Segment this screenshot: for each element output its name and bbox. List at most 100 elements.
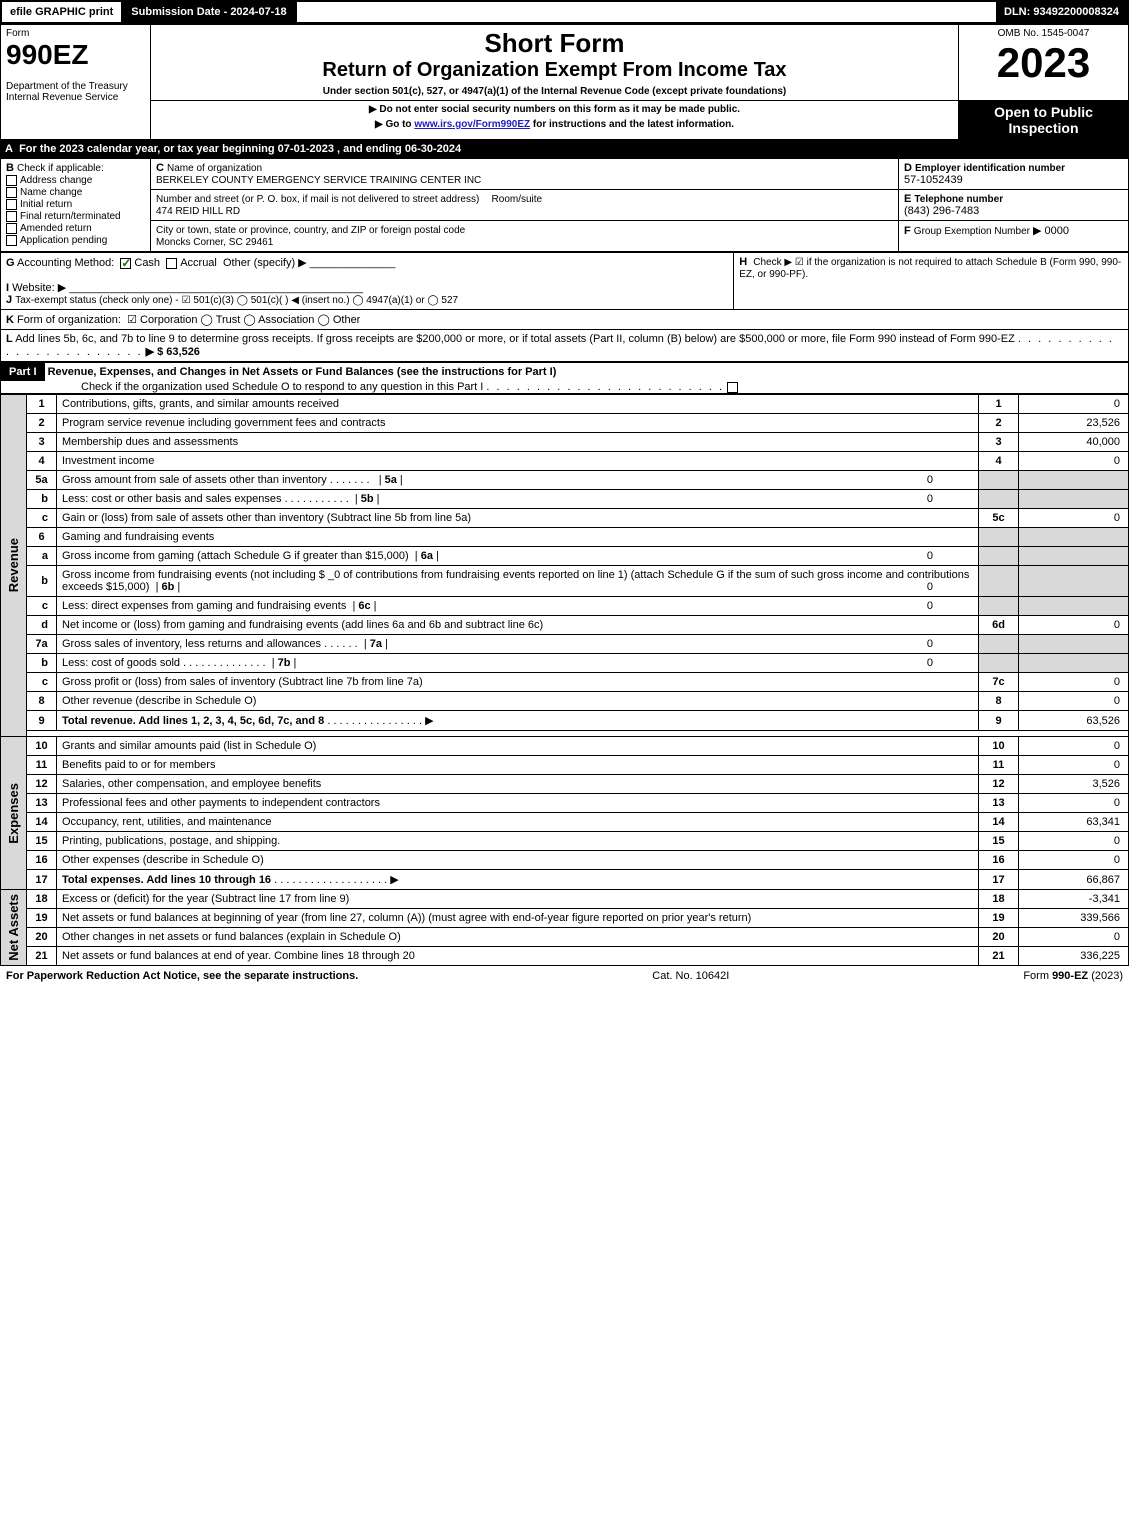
irs-label: Internal Revenue Service [6,92,145,103]
l-value: ▶ $ 63,526 [146,346,200,358]
checkbox-app-pending[interactable] [6,235,17,246]
form-number: 990EZ [6,39,145,71]
line-num: 1 [27,395,57,414]
opt-cash: Cash [134,257,160,269]
g-label: Accounting Method: [17,257,114,269]
submission-date-button[interactable]: Submission Date - 2024-07-18 [123,2,296,22]
line-21-value: 336,225 [1019,947,1129,966]
line-1-text: Contributions, gifts, grants, and simila… [57,395,979,414]
line-20-text: Other changes in net assets or fund bala… [57,928,979,947]
line-14-value: 63,341 [1019,813,1129,832]
top-bar: efile GRAPHIC print Submission Date - 20… [0,0,1129,24]
line-6b-value: 0 [927,581,973,593]
line-2-value: 23,526 [1019,414,1129,433]
label-g: G [6,257,15,269]
line-a: A For the 2023 calendar year, or tax yea… [0,140,1129,158]
checkbox-amended[interactable] [6,223,17,234]
line-7c-value: 0 [1019,673,1129,692]
line-7a-text: Gross sales of inventory, less returns a… [62,638,321,650]
line-13-text: Professional fees and other payments to … [57,794,979,813]
checkbox-final-return[interactable] [6,211,17,222]
irs-link[interactable]: www.irs.gov/Form990EZ [414,119,530,130]
line-7c-text: Gross profit or (loss) from sales of inv… [57,673,979,692]
j-opts: ☑ 501(c)(3) ◯ 501(c)( ) ◀ (insert no.) ◯… [182,295,458,306]
phone-value: (843) 296-7483 [904,205,979,217]
checkbox-accrual[interactable] [166,258,177,269]
label-h: H [739,256,747,268]
section-expenses-label: Expenses [6,783,21,844]
label-b: B [6,162,14,174]
footer-mid: Cat. No. 10642I [652,970,729,982]
efile-print-button[interactable]: efile GRAPHIC print [2,2,123,22]
line-6a-value: 0 [927,550,973,562]
opt-accrual: Accrual [180,257,217,269]
checkbox-schedule-o[interactable] [727,382,738,393]
c-name-label: Name of organization [167,163,262,174]
line-3-value: 40,000 [1019,433,1129,452]
c-room-label: Room/suite [492,194,543,205]
arrow-icon: ▶ [390,874,398,886]
line-17-value: 66,867 [1019,870,1129,890]
d-label: Employer identification number [915,163,1065,174]
line-5b-text: Less: cost or other basis and sales expe… [62,493,282,505]
line-17-text: Total expenses. Add lines 10 through 16 [62,874,271,886]
short-form-title: Short Form [156,28,953,59]
page-footer: For Paperwork Reduction Act Notice, see … [0,966,1129,986]
j-label: Tax-exempt status (check only one) - [15,295,178,306]
opt-amended: Amended return [20,223,92,234]
footer-left: For Paperwork Reduction Act Notice, see … [6,970,358,982]
line-21-text: Net assets or fund balances at end of ye… [57,947,979,966]
omb-label: OMB No. 1545-0047 [964,28,1123,39]
part1-checkline: Check if the organization used Schedule … [1,381,483,393]
tax-year: 2023 [964,39,1123,87]
section-revenue-label: Revenue [6,538,21,592]
label-d: D [904,162,912,174]
arrow-icon: ▶ [425,715,433,727]
line-9-text: Total revenue. Add lines 1, 2, 3, 4, 5c,… [62,715,324,727]
line-14-text: Occupancy, rent, utilities, and maintena… [57,813,979,832]
ein-value: 57-1052439 [904,174,963,186]
label-c: C [156,162,164,174]
line-4-value: 0 [1019,452,1129,471]
line-18-text: Excess or (deficit) for the year (Subtra… [57,890,979,909]
line-5a-value: 0 [927,474,973,486]
label-a: A [5,143,13,155]
line-5b-value: 0 [927,493,973,505]
part1-header: Part I Revenue, Expenses, and Changes in… [0,362,1129,394]
opt-address-change: Address change [20,175,92,186]
main-title: Return of Organization Exempt From Incom… [156,59,953,82]
line-6-text: Gaming and fundraising events [57,528,979,547]
line-5c-value: 0 [1019,509,1129,528]
line-6c-value: 0 [927,600,973,612]
checkbox-address-change[interactable] [6,175,17,186]
line-10-value: 0 [1019,737,1129,756]
line-2-text: Program service revenue including govern… [57,414,979,433]
line-7b-text: Less: cost of goods sold [62,657,180,669]
line-19-value: 339,566 [1019,909,1129,928]
k-label: Form of organization: [17,314,121,326]
line-19-text: Net assets or fund balances at beginning… [57,909,979,928]
c-addr-label: Number and street (or P. O. box, if mail… [156,194,479,205]
checkbox-name-change[interactable] [6,187,17,198]
checkbox-initial-return[interactable] [6,199,17,210]
line-15-value: 0 [1019,832,1129,851]
dln-label: DLN: 93492200008324 [996,2,1127,22]
part1-heading: Revenue, Expenses, and Changes in Net As… [48,366,557,378]
opt-other: Other (specify) ▶ [223,257,307,269]
opt-initial-return: Initial return [20,199,72,210]
part1-badge: Part I [1,363,45,381]
label-e: E [904,193,911,205]
line-6a-text: Gross income from gaming (attach Schedul… [62,550,409,562]
line-5c-text: Gain or (loss) from sale of assets other… [57,509,979,528]
line-12-text: Salaries, other compensation, and employ… [57,775,979,794]
line-5a-text: Gross amount from sale of assets other t… [62,474,327,486]
label-i: I [6,282,9,294]
checkbox-cash[interactable] [120,258,131,269]
line-16-text: Other expenses (describe in Schedule O) [57,851,979,870]
line-7b-value: 0 [927,657,973,669]
opt-name-change: Name change [20,187,82,198]
opt-app-pending: Application pending [20,235,107,246]
line-7a-value: 0 [927,638,973,650]
label-f: F [904,225,911,237]
line-1-value: 0 [1019,395,1129,414]
